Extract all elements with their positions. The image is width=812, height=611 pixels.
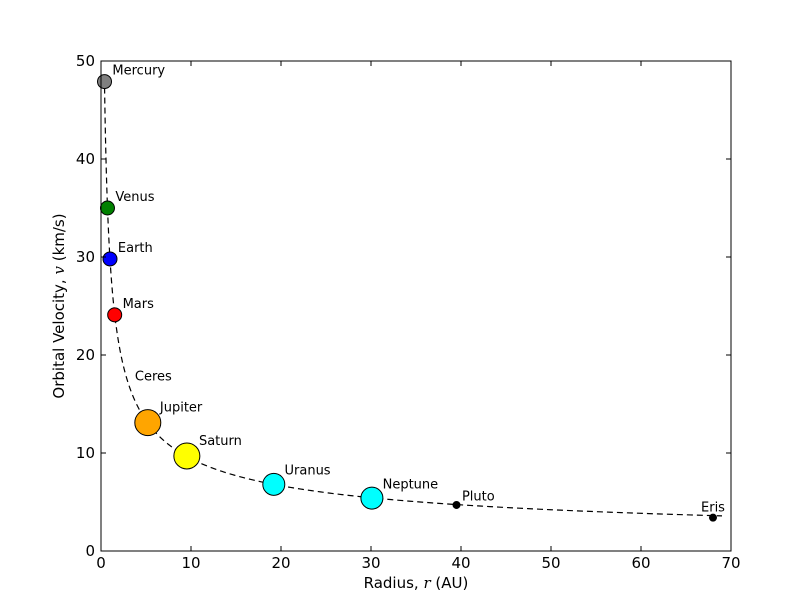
y-tick-label: 10 xyxy=(76,444,95,462)
label-mercury: Mercury xyxy=(112,64,165,79)
y-tick-label: 50 xyxy=(76,52,95,70)
label-neptune: Neptune xyxy=(383,477,439,492)
label-venus: Venus xyxy=(115,190,154,205)
axis-ticks-layer: 0 10 20 30 40 50 60 70 0 10 20 30 40 50 xyxy=(76,52,741,572)
label-mars: Mars xyxy=(123,297,155,312)
point-mercury xyxy=(97,74,113,90)
x-tick-label: 50 xyxy=(541,554,560,572)
point-earth xyxy=(102,251,118,267)
label-pluto: Pluto xyxy=(462,489,495,504)
x-tick-label: 40 xyxy=(451,554,470,572)
point-saturn xyxy=(173,442,201,470)
y-tick-label: 0 xyxy=(85,542,95,560)
x-tick-label: 30 xyxy=(361,554,380,572)
y-tick-label: 30 xyxy=(76,248,95,266)
x-tick-label: 10 xyxy=(181,554,200,572)
x-axis-title-variable: r xyxy=(423,574,431,592)
x-tick-label: 20 xyxy=(271,554,290,572)
y-axis-title: Orbital Velocity, v (km/s) xyxy=(50,213,68,398)
x-axis-title-unit: (AU) xyxy=(431,574,469,592)
label-jupiter: Jupiter xyxy=(159,401,203,416)
label-uranus: Uranus xyxy=(285,464,331,479)
y-axis-title-unit: (km/s) xyxy=(50,213,68,266)
label-saturn: Saturn xyxy=(199,434,242,449)
data-points-layer xyxy=(97,74,717,522)
y-tick-label: 40 xyxy=(76,150,95,168)
x-axis-title-prefix: Radius, xyxy=(364,574,424,592)
point-jupiter xyxy=(134,409,162,437)
point-mars xyxy=(107,307,123,323)
plot-area xyxy=(101,61,731,551)
point-pluto xyxy=(452,500,461,509)
y-axis-title-prefix: Orbital Velocity, xyxy=(50,275,68,399)
x-tick-label: 60 xyxy=(631,554,650,572)
point-venus xyxy=(99,200,115,216)
x-tick-label: 70 xyxy=(721,554,740,572)
x-tick-label: 0 xyxy=(96,554,106,572)
plot-frame xyxy=(100,60,732,552)
point-neptune xyxy=(360,486,384,510)
label-ceres: Ceres xyxy=(135,370,172,385)
y-axis-title-variable: v xyxy=(50,266,68,275)
label-eris: Eris xyxy=(701,501,725,516)
label-earth: Earth xyxy=(118,241,153,256)
point-eris xyxy=(709,513,717,522)
point-uranus xyxy=(262,472,286,496)
point-labels-layer: Mercury Venus Earth Mars Ceres Jupiter Saturn U… xyxy=(112,64,725,516)
y-tick-label: 20 xyxy=(76,346,95,364)
x-axis-title: Radius, r (AU) xyxy=(364,574,469,592)
